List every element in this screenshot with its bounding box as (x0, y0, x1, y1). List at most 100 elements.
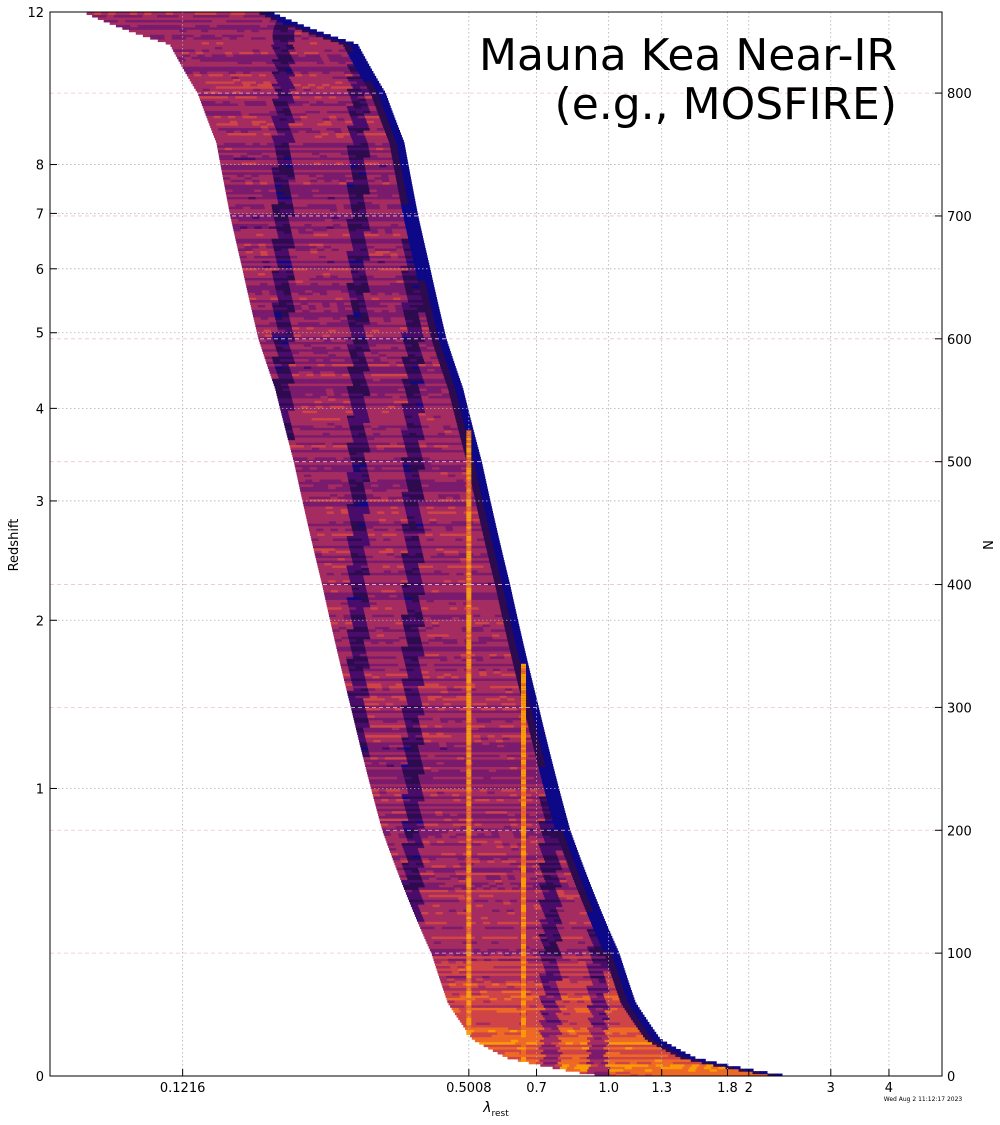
heatmap-cell (392, 756, 400, 760)
heatmap-cell (371, 700, 379, 704)
heatmap-cell (488, 766, 497, 770)
heatmap-cell (514, 813, 523, 817)
heatmap-cell (612, 1063, 621, 1067)
heatmap-cell (406, 727, 415, 731)
heatmap-cell (472, 876, 481, 881)
heatmap-cell (446, 953, 455, 957)
heatmap-cell (423, 916, 431, 920)
heatmap-cell (529, 928, 538, 932)
heatmap-cell (435, 911, 444, 915)
heatmap-cell (462, 1012, 470, 1016)
heatmap-cell (548, 776, 557, 780)
heatmap-cell (493, 911, 501, 915)
heatmap-cell (498, 805, 507, 809)
heatmap-cell (380, 739, 389, 743)
heatmap-cell (458, 1017, 466, 1021)
heatmap-cell (512, 1044, 521, 1048)
heatmap-cell (438, 798, 447, 802)
heatmap-cell (449, 783, 458, 787)
heatmap-cell (543, 813, 552, 817)
heatmap-cell (510, 845, 519, 849)
heatmap-cell (407, 788, 416, 792)
heatmap-cell (442, 928, 451, 932)
heatmap-cell (382, 803, 391, 807)
heatmap-cell (485, 835, 494, 839)
heatmap-cell (525, 847, 534, 851)
heatmap-cell (523, 990, 532, 994)
heatmap-cell (462, 980, 471, 984)
heatmap-cell (381, 712, 390, 716)
heatmap-cell (485, 911, 494, 915)
heatmap-cell (427, 891, 436, 895)
heatmap-cell (396, 746, 405, 750)
heatmap-cell (600, 1024, 608, 1028)
heatmap-cell (395, 741, 404, 745)
heatmap-cell (502, 933, 511, 937)
heatmap-cell (457, 786, 466, 790)
heatmap-cell (503, 935, 512, 939)
emission-line-cell (521, 960, 527, 964)
heatmap-cell (435, 854, 443, 858)
heatmap-cell (512, 869, 521, 873)
heatmap-cell (473, 916, 482, 920)
heatmap-cell (564, 874, 573, 878)
heatmap-cell (508, 815, 517, 819)
heatmap-cell (438, 935, 447, 939)
heatmap-cell (496, 1039, 505, 1043)
emission-line-cell (466, 940, 472, 944)
heatmap-cell (543, 783, 551, 787)
heatmap-cell (417, 884, 426, 888)
heatmap-cell (605, 955, 614, 959)
heatmap-cell (440, 869, 449, 873)
heatmap-cell (543, 810, 551, 814)
heatmap-cell (535, 724, 544, 728)
heatmap-cell (515, 913, 524, 917)
heatmap-cell (443, 876, 452, 881)
heatmap-cell (499, 835, 508, 839)
heatmap-cell (454, 776, 463, 780)
heatmap-cell (422, 879, 431, 883)
heatmap-cell (462, 958, 471, 962)
heatmap-cell (558, 945, 567, 949)
heatmap-cell (634, 1044, 643, 1048)
emission-line-cell (466, 977, 472, 981)
emission-line-cell (521, 884, 527, 888)
heatmap-cell (356, 729, 365, 733)
heatmap-cell (514, 891, 522, 895)
heatmap-cell (438, 901, 447, 905)
emission-line-cell (521, 786, 527, 790)
heatmap-cell (522, 1004, 530, 1008)
heatmap-cell (568, 994, 576, 998)
heatmap-cell (505, 1044, 514, 1048)
heatmap-cell (461, 714, 469, 718)
heatmap-cell (617, 992, 626, 996)
emission-line-cell (466, 736, 472, 740)
heatmap-cell (547, 938, 556, 942)
heatmap-cell (477, 754, 486, 758)
heatmap-cell (536, 965, 545, 969)
heatmap-cell (429, 913, 438, 917)
heatmap-cell (556, 852, 565, 856)
heatmap-cell (566, 913, 575, 917)
heatmap-cell (581, 1046, 590, 1050)
heatmap-cell (410, 800, 419, 804)
heatmap-cell (471, 965, 480, 969)
heatmap-cell (488, 899, 496, 903)
emission-line-cell (521, 761, 527, 765)
heatmap-cell (503, 741, 512, 745)
heatmap-cell (514, 874, 523, 878)
heatmap-cell (640, 1058, 649, 1062)
heatmap-cell (541, 889, 550, 893)
heatmap-cell (502, 1029, 511, 1033)
heatmap-cell (617, 1046, 626, 1050)
heatmap-cell (371, 702, 380, 706)
heatmap-cell (588, 992, 597, 996)
heatmap-cell (596, 933, 605, 937)
heatmap-cell (544, 859, 553, 863)
heatmap-cell (443, 945, 451, 949)
emission-line-cell (521, 778, 527, 782)
heatmap-cell (406, 810, 414, 814)
heatmap-cell (572, 1061, 580, 1065)
heatmap-cell (543, 854, 551, 858)
heatmap-cell (423, 709, 432, 713)
